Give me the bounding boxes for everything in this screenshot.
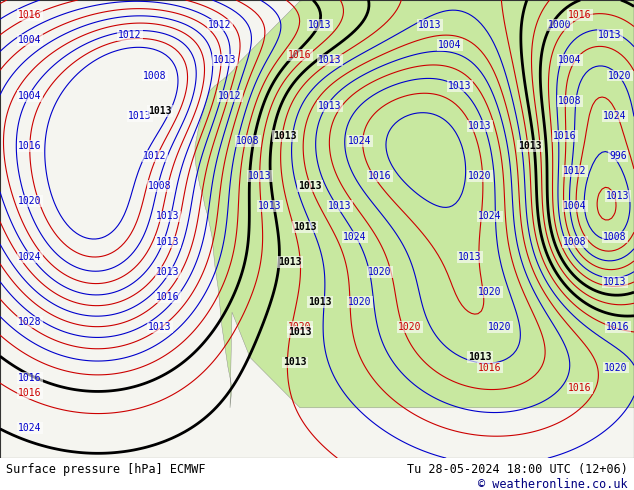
Text: 1016: 1016	[568, 10, 592, 20]
Text: 1008: 1008	[559, 96, 582, 106]
Text: 1013: 1013	[298, 181, 321, 191]
Text: 1004: 1004	[18, 35, 42, 45]
Text: 1008: 1008	[143, 71, 167, 80]
Text: 1013: 1013	[213, 55, 236, 66]
Text: 1008: 1008	[563, 237, 586, 246]
Text: 1020: 1020	[608, 71, 631, 80]
Text: 1013: 1013	[318, 55, 342, 66]
Text: 1012: 1012	[208, 20, 232, 30]
Text: 1013: 1013	[469, 121, 492, 131]
Text: 1013: 1013	[156, 267, 180, 277]
Text: 1013: 1013	[156, 237, 180, 246]
Text: 1013: 1013	[258, 201, 281, 211]
Text: 1016: 1016	[568, 383, 592, 392]
Text: 1020: 1020	[398, 322, 422, 332]
Text: 1013: 1013	[148, 322, 172, 332]
Text: 1013: 1013	[278, 257, 302, 267]
Text: 996: 996	[609, 151, 627, 161]
Text: 1013: 1013	[448, 80, 472, 91]
Text: 1012: 1012	[563, 166, 586, 176]
Text: 1016: 1016	[18, 388, 42, 398]
Text: 1016: 1016	[18, 10, 42, 20]
Text: 1004: 1004	[563, 201, 586, 211]
Text: 1016: 1016	[288, 50, 312, 60]
Text: 1013: 1013	[328, 201, 352, 211]
Text: 1013: 1013	[458, 252, 482, 262]
Text: 1020: 1020	[368, 267, 392, 277]
Text: 1013: 1013	[273, 131, 297, 141]
Text: 1020: 1020	[469, 171, 492, 181]
Text: 1020: 1020	[478, 287, 501, 297]
Text: 1000: 1000	[548, 20, 572, 30]
Text: Surface pressure [hPa] ECMWF: Surface pressure [hPa] ECMWF	[6, 463, 206, 476]
Text: 1020: 1020	[604, 363, 628, 372]
Polygon shape	[195, 0, 634, 408]
Text: 1024: 1024	[348, 136, 372, 146]
Text: 1013: 1013	[308, 20, 332, 30]
Text: 1016: 1016	[18, 141, 42, 151]
Text: 1024: 1024	[18, 423, 42, 433]
Text: 1013: 1013	[518, 141, 541, 151]
Text: 1013: 1013	[288, 327, 312, 337]
Text: 1024: 1024	[478, 212, 501, 221]
Text: 1024: 1024	[18, 252, 42, 262]
Text: 1012: 1012	[218, 91, 242, 100]
Text: 1024: 1024	[603, 111, 627, 121]
Text: 1013: 1013	[469, 352, 492, 363]
Text: 1024: 1024	[343, 232, 366, 242]
Text: 1016: 1016	[156, 292, 180, 302]
Text: 1008: 1008	[236, 136, 260, 146]
Text: 1016: 1016	[18, 372, 42, 383]
Text: Tu 28-05-2024 18:00 UTC (12+06): Tu 28-05-2024 18:00 UTC (12+06)	[407, 463, 628, 476]
Text: 1008: 1008	[148, 181, 172, 191]
Text: 1013: 1013	[318, 101, 342, 111]
Text: 1013: 1013	[603, 277, 627, 287]
Text: © weatheronline.co.uk: © weatheronline.co.uk	[478, 478, 628, 490]
Text: 1016: 1016	[368, 171, 392, 181]
Text: 1012: 1012	[143, 151, 167, 161]
Text: 1004: 1004	[18, 91, 42, 100]
Text: 1020: 1020	[488, 322, 512, 332]
Text: 1013: 1013	[128, 111, 152, 121]
Text: 1020: 1020	[348, 297, 372, 307]
Text: 1013: 1013	[148, 106, 172, 116]
Text: 1016: 1016	[478, 363, 501, 372]
Text: 1013: 1013	[598, 30, 622, 40]
Text: 1028: 1028	[18, 317, 42, 327]
Text: 1013: 1013	[606, 192, 630, 201]
Text: 1004: 1004	[438, 40, 462, 50]
Text: 1020: 1020	[288, 322, 312, 332]
Text: 1020: 1020	[18, 196, 42, 206]
Text: 1004: 1004	[559, 55, 582, 66]
Text: 1013: 1013	[156, 212, 180, 221]
Text: 1012: 1012	[119, 30, 142, 40]
Text: 1013: 1013	[308, 297, 332, 307]
Text: 1016: 1016	[553, 131, 577, 141]
Text: 1013: 1013	[283, 358, 307, 368]
Text: 1016: 1016	[606, 322, 630, 332]
Text: 1013: 1013	[418, 20, 442, 30]
Text: 1013: 1013	[294, 221, 317, 232]
Text: 1013: 1013	[249, 171, 272, 181]
Text: 1008: 1008	[603, 232, 627, 242]
